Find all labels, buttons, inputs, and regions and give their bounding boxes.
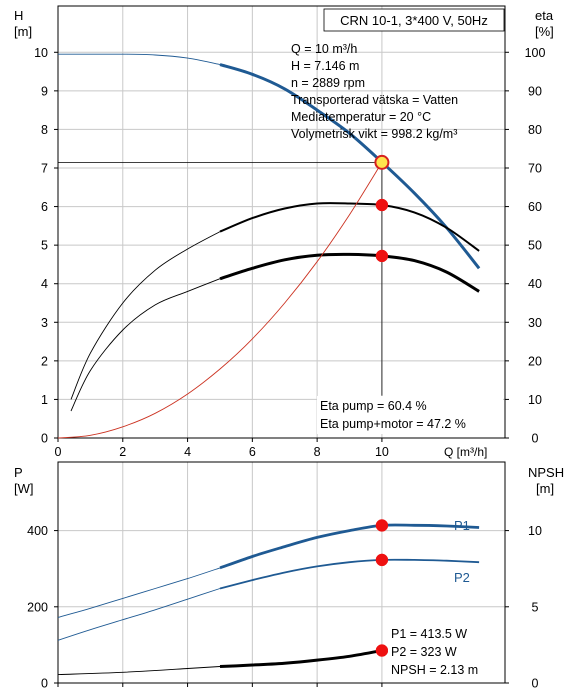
operating-info: Q = 10 m³/h H = 7.146 m n = 2889 rpm Tra… (291, 42, 458, 141)
info-line: n = 2889 rpm (291, 76, 365, 90)
series-p1 (219, 523, 480, 570)
power-info-backdrop (388, 624, 502, 680)
power-info-line: NPSH = 2.13 m (391, 663, 478, 677)
series-eta-pump (219, 202, 480, 252)
right-tick-label: 30 (528, 316, 542, 330)
power-info-line: P1 = 413.5 W (391, 627, 467, 641)
legend-p2: P2 (454, 570, 470, 585)
bottom-markers (375, 519, 389, 657)
operating-point-marker (375, 644, 389, 657)
left-tick-label: 200 (27, 600, 48, 614)
title-box (323, 8, 505, 32)
duty-point-marker (374, 154, 390, 170)
power-info: P1 = 413.5 W P2 = 323 W NPSH = 2.13 m (391, 627, 478, 677)
left-tick-label: 7 (41, 162, 48, 176)
bottom-right-axis-label-line2: [m] (536, 481, 554, 496)
x-tick-label: 8 (314, 445, 321, 459)
operating-point-marker (375, 198, 389, 212)
right-tick-label: 60 (528, 200, 542, 214)
right-tick-label: 100 (525, 46, 546, 60)
series-eta-pump-motor (219, 252, 480, 293)
bottom-right-axis-label-line1: NPSH (528, 465, 564, 480)
eta-info-line: Eta pump = 60.4 % (320, 399, 427, 413)
left-tick-label: 1 (41, 393, 48, 407)
bottom-ticks: 0 200 400 0 5 10 (27, 524, 542, 690)
left-tick-label: 5 (41, 239, 48, 253)
right-tick-label: 90 (528, 84, 542, 98)
right-tick-label: 10 (528, 524, 542, 538)
power-info-line: P2 = 323 W (391, 645, 457, 659)
left-tick-label: 8 (41, 123, 48, 137)
top-plot-frame (57, 5, 506, 439)
x-axis-label: Q [m³/h] (444, 445, 487, 459)
series-head (219, 63, 481, 270)
series-npsh (219, 649, 383, 668)
operating-point-marker (375, 249, 389, 263)
right-tick-label: 5 (532, 600, 539, 614)
left-tick-label: 4 (41, 277, 48, 291)
eta-info-backdrop (317, 396, 503, 434)
right-tick-label: 50 (528, 239, 542, 253)
x-tick-label: 6 (249, 445, 256, 459)
x-tick-label: 4 (184, 445, 191, 459)
left-tick-label: 6 (41, 200, 48, 214)
top-left-axis-label-line2: [m] (14, 24, 32, 39)
right-tick-label: 0 (532, 432, 539, 446)
x-tick-label: 10 (375, 445, 389, 459)
top-right-axis-label-line1: eta (535, 8, 554, 23)
bottom-plot-frame (57, 461, 506, 684)
top-ticks: 0 2 4 6 8 10012345678910010203040506070809010… (34, 46, 545, 459)
info-line: Volymetrisk vikt = 998.2 kg/m³ (291, 127, 457, 141)
series-eta-pump-motor-thin (70, 278, 221, 412)
bottom-left-axis-label-line1: P (14, 465, 23, 480)
bottom-series (57, 523, 480, 676)
series-p2 (219, 558, 480, 590)
top-series (57, 53, 481, 439)
right-tick-label: 70 (528, 162, 542, 176)
left-tick-label: 10 (34, 46, 48, 60)
right-tick-label: 80 (528, 123, 542, 137)
series-p1-thin (57, 567, 221, 618)
left-tick-label: 0 (41, 677, 48, 691)
series-npsh-thin (57, 666, 221, 676)
info-line: Transporterad vätska = Vatten (291, 93, 458, 107)
top-left-axis-label-line1: H (14, 8, 23, 23)
operating-point-marker (375, 519, 389, 532)
left-tick-label: 3 (41, 316, 48, 330)
info-line: H = 7.146 m (291, 59, 359, 73)
right-tick-label: 10 (528, 393, 542, 407)
series-p2-thin (57, 588, 221, 641)
bottom-left-axis-label-line2: [W] (14, 481, 34, 496)
right-tick-label: 40 (528, 277, 542, 291)
eta-info: Eta pump = 60.4 % Eta pump+motor = 47.2 … (320, 399, 466, 431)
x-tick-label: 0 (55, 445, 62, 459)
operating-point-marker (375, 553, 389, 567)
top-markers (374, 154, 390, 263)
left-tick-label: 400 (27, 524, 48, 538)
power-npsh-chart: 0 200 400 0 5 10 P [W] NPSH [m] P1 P2 P1 = 41… (14, 461, 564, 691)
right-tick-label: 20 (528, 354, 542, 368)
series-head-thin (58, 53, 221, 66)
series-eta-pump-thin (70, 231, 221, 400)
left-tick-label: 0 (41, 432, 48, 446)
left-tick-label: 2 (41, 354, 48, 368)
left-tick-label: 9 (41, 84, 48, 98)
top-right-axis-label-line2: [%] (535, 24, 554, 39)
chart-title: CRN 10-1, 3*400 V, 50Hz (340, 13, 488, 28)
eta-info-line: Eta pump+motor = 47.2 % (320, 417, 466, 431)
series-system-curve (57, 162, 383, 439)
x-tick-label: 2 (119, 445, 126, 459)
right-tick-label: 0 (532, 677, 539, 691)
info-line: Mediatemperatur = 20 °C (291, 110, 431, 124)
info-line: Q = 10 m³/h (291, 42, 357, 56)
legend-p1: P1 (454, 518, 470, 533)
head-efficiency-chart: 0 2 4 6 8 10012345678910010203040506070809010… (14, 5, 554, 459)
